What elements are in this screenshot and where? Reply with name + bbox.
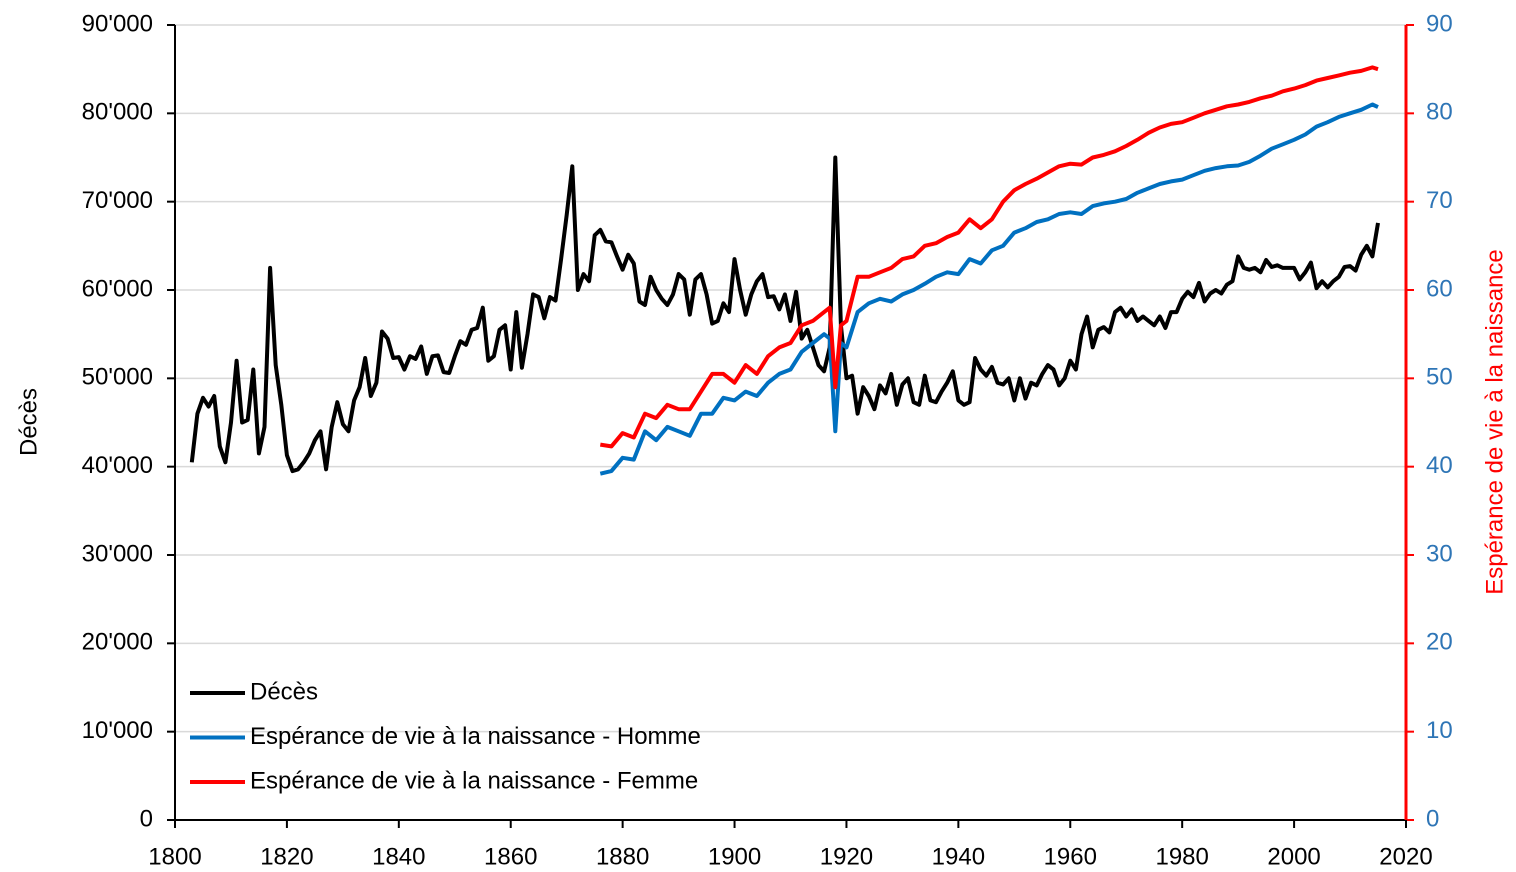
- y-tick-label: 60'000: [82, 275, 153, 302]
- y2-tick-label: 0: [1426, 805, 1439, 832]
- y2-tick-label: 80: [1426, 99, 1453, 126]
- y2-tick-label: 90: [1426, 10, 1453, 37]
- y-tick-label: 10'000: [82, 717, 153, 744]
- y2-tick-label: 10: [1426, 717, 1453, 744]
- y2-tick-label: 40: [1426, 452, 1453, 479]
- legend-label: Espérance de vie à la naissance - Homme: [250, 723, 701, 750]
- x-tick-label: 1880: [596, 843, 649, 870]
- y2-tick-label: 30: [1426, 540, 1453, 567]
- y-tick-label: 40'000: [82, 452, 153, 479]
- y-tick-label: 0: [140, 805, 153, 832]
- y-tick-label: 90'000: [82, 10, 153, 37]
- y-tick-label: 50'000: [82, 364, 153, 391]
- x-tick-label: 1940: [932, 843, 985, 870]
- x-tick-label: 2000: [1267, 843, 1320, 870]
- y2-tick-label: 70: [1426, 187, 1453, 214]
- legend-label: Espérance de vie à la naissance - Femme: [250, 767, 698, 794]
- x-tick-label: 1960: [1044, 843, 1097, 870]
- y2-axis-title: Espérance de vie à la naissance: [1481, 249, 1508, 595]
- series-line: [189, 155, 1380, 474]
- x-tick-label: 1920: [820, 843, 873, 870]
- x-tick-label: 1860: [484, 843, 537, 870]
- x-tick-label: 2020: [1379, 843, 1432, 870]
- y-tick-label: 70'000: [82, 187, 153, 214]
- x-tick-label: 1840: [372, 843, 425, 870]
- legend-label: Décès: [250, 678, 318, 705]
- x-tick-label: 1900: [708, 843, 761, 870]
- series-line: [599, 65, 1379, 449]
- x-tick-label: 1980: [1155, 843, 1208, 870]
- y2-tick-label: 20: [1426, 629, 1453, 656]
- y-tick-label: 20'000: [82, 629, 153, 656]
- y-axis-title: Décès: [15, 388, 42, 456]
- y2-tick-label: 50: [1426, 364, 1453, 391]
- series-line: [599, 102, 1379, 476]
- x-tick-label: 1800: [148, 843, 201, 870]
- y-tick-label: 80'000: [82, 99, 153, 126]
- x-tick-label: 1820: [260, 843, 313, 870]
- y2-tick-label: 60: [1426, 275, 1453, 302]
- y-tick-label: 30'000: [82, 540, 153, 567]
